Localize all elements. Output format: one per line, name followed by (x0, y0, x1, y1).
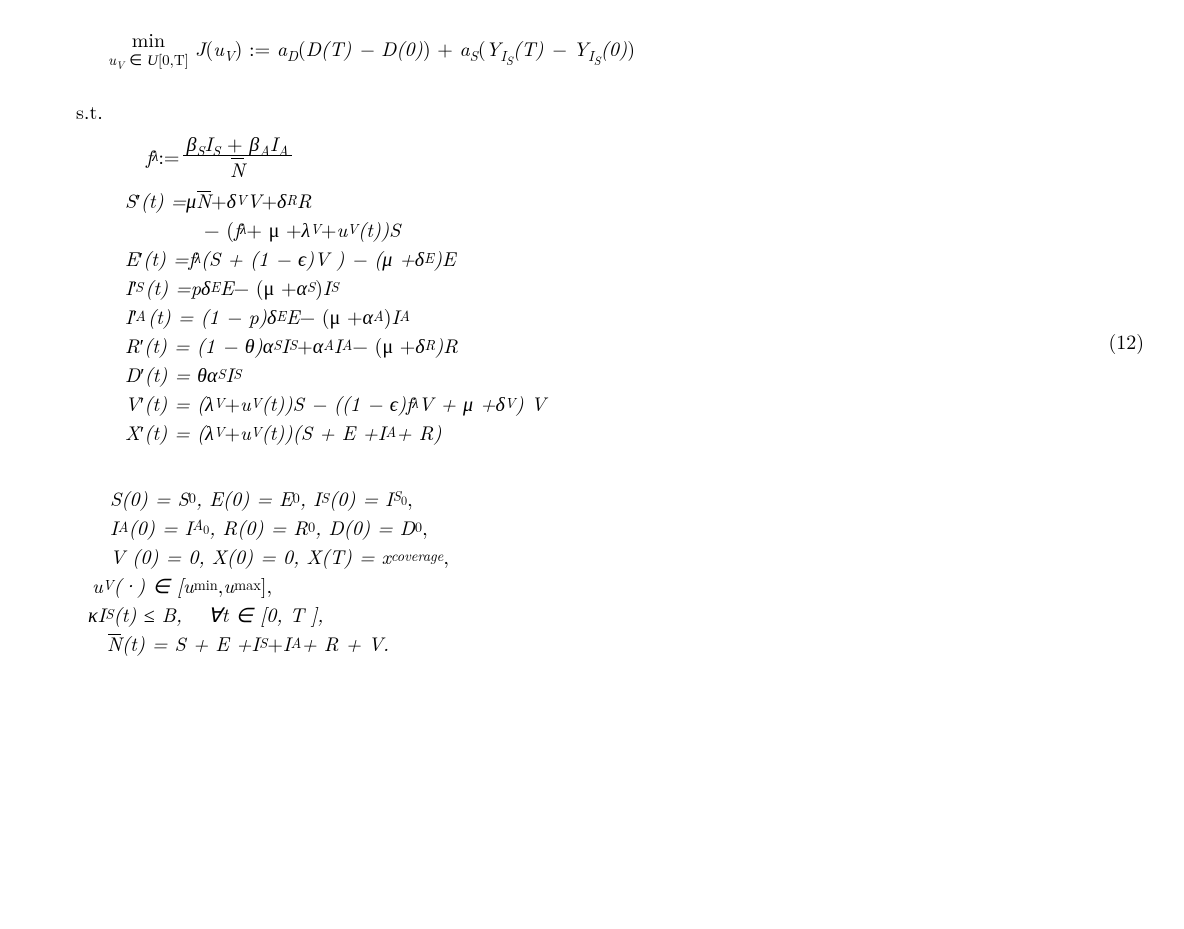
line-S-prime: S′(t) = μN + δVV + δRR (40, 190, 1068, 210)
line-S-prime-cont: − (fλ + μ + λV + uV(t))S (40, 219, 1068, 239)
min-operator: min uV ∈ U[0,T] (108, 29, 189, 69)
equation-block: min uV ∈ U[0,T] J(uV) := aD(D(T) − D(0))… (40, 20, 1144, 662)
line-V-prime: V′(t) = (λV + uV(t))S − ((1 − ϵ)fλV + μ … (40, 393, 1068, 413)
line-subject-to: s.t. (40, 101, 1068, 121)
line-nbar: N(t) = S + E + IS + IA + R + V. (40, 633, 1068, 653)
line-D-prime: D′(t) = θαSIS (40, 364, 1068, 384)
equation-body: min uV ∈ U[0,T] J(uV) := aD(D(T) − D(0))… (40, 20, 1068, 662)
line-ic-3: V (0) = 0, X(0) = 0, X(T) = xcoverage, (40, 546, 1068, 566)
line-ic-1: S(0) = S0, E(0) = E0, IS(0) = IS0, (40, 488, 1068, 508)
objective-functional: J(uV) := aD(D(T) − D(0)) + aS(YIS(T) − Y… (195, 38, 635, 60)
min-label: min (132, 29, 165, 49)
equation-number: (12) (1068, 331, 1144, 351)
st-label: s.t. (76, 101, 103, 121)
line-flambda: fλ := βSIS + βAIA N (40, 130, 1068, 181)
flambda-fraction: βSIS + βAIA N (183, 130, 293, 181)
line-objective: min uV ∈ U[0,T] J(uV) := aD(D(T) − D(0))… (40, 29, 1068, 69)
line-R-prime: R′(t) = (1 − θ)αSIS + αAIA − (μ + δR)R (40, 335, 1068, 355)
line-ic-2: IA(0) = IA0, R(0) = R0, D(0) = D0, (40, 517, 1068, 537)
line-uv-bounds: uV(·) ∈ [umin, umax], (40, 575, 1068, 595)
line-IS-prime: I′S(t) = pδEE − (μ + αS)IS (40, 277, 1068, 297)
line-kappa-constraint: κIS(t) ≤ B,∀t ∈ [0, T ], (40, 604, 1068, 624)
line-X-prime: X′(t) = (λV + uV(t))(S + E + IA + R) (40, 422, 1068, 442)
line-IA-prime: I′A(t) = (1 − p)δEE − (μ + αA)IA (40, 306, 1068, 326)
min-subscript: uV ∈ U[0,T] (108, 52, 189, 69)
line-E-prime: E′(t) = fλ(S + (1 − ϵ)V ) − (μ + δE)E (40, 248, 1068, 268)
